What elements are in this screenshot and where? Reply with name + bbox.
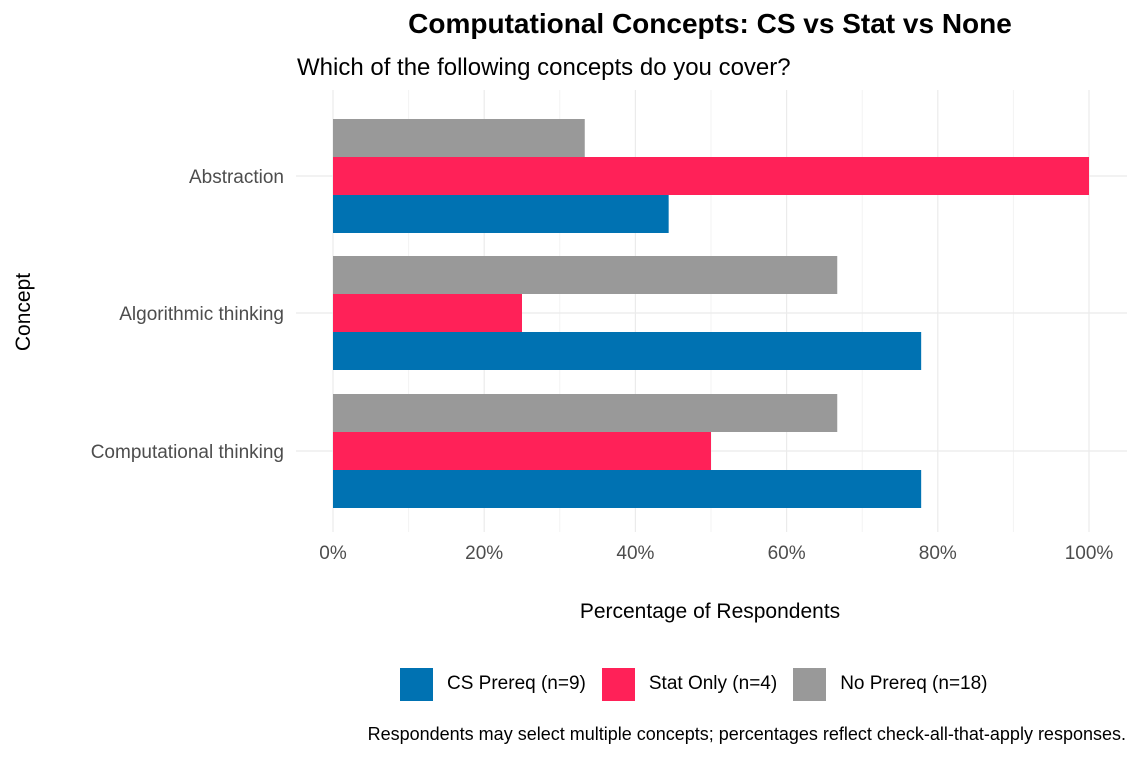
bar xyxy=(333,432,711,470)
legend-swatch-no-prereq xyxy=(793,667,827,701)
x-tick-label: 100% xyxy=(1065,543,1114,564)
legend-item-stat-only: Stat Only (n=4) xyxy=(601,667,778,701)
legend-item-no-prereq: No Prereq (n=18) xyxy=(793,667,988,701)
y-tick-label: Computational thinking xyxy=(91,442,284,463)
bar xyxy=(333,470,922,508)
bar xyxy=(333,195,669,233)
legend-item-cs-prereq: CS Prereq (n=9) xyxy=(400,667,586,701)
y-tick-label: Abstraction xyxy=(189,167,284,188)
legend: CS Prereq (n=9) Stat Only (n=4) No Prere… xyxy=(400,667,1004,701)
bar xyxy=(333,256,838,294)
legend-label-no-prereq: No Prereq (n=18) xyxy=(840,673,988,694)
legend-label-stat-only: Stat Only (n=4) xyxy=(648,673,778,694)
bar xyxy=(333,294,522,332)
bar xyxy=(333,119,585,157)
legend-label-cs-prereq: CS Prereq (n=9) xyxy=(447,673,586,694)
x-axis-label: Percentage of Respondents xyxy=(579,600,841,623)
legend-swatch-cs-prereq xyxy=(400,667,433,701)
y-tick-label: Algorithmic thinking xyxy=(119,304,284,325)
x-tick-label: 20% xyxy=(465,543,503,564)
bar xyxy=(333,157,1089,195)
chart-title: Computational Concepts: CS vs Stat vs No… xyxy=(408,8,1012,39)
x-tick-label: 40% xyxy=(616,543,654,564)
x-tick-label: 80% xyxy=(919,543,957,564)
x-tick-label: 0% xyxy=(319,543,347,564)
legend-swatch-stat-only xyxy=(601,667,635,701)
bar xyxy=(333,332,922,370)
x-tick-label: 60% xyxy=(768,543,806,564)
chart-subtitle: Which of the following concepts do you c… xyxy=(297,54,791,81)
chart-caption: Respondents may select multiple concepts… xyxy=(367,724,1126,744)
bar xyxy=(333,394,838,432)
